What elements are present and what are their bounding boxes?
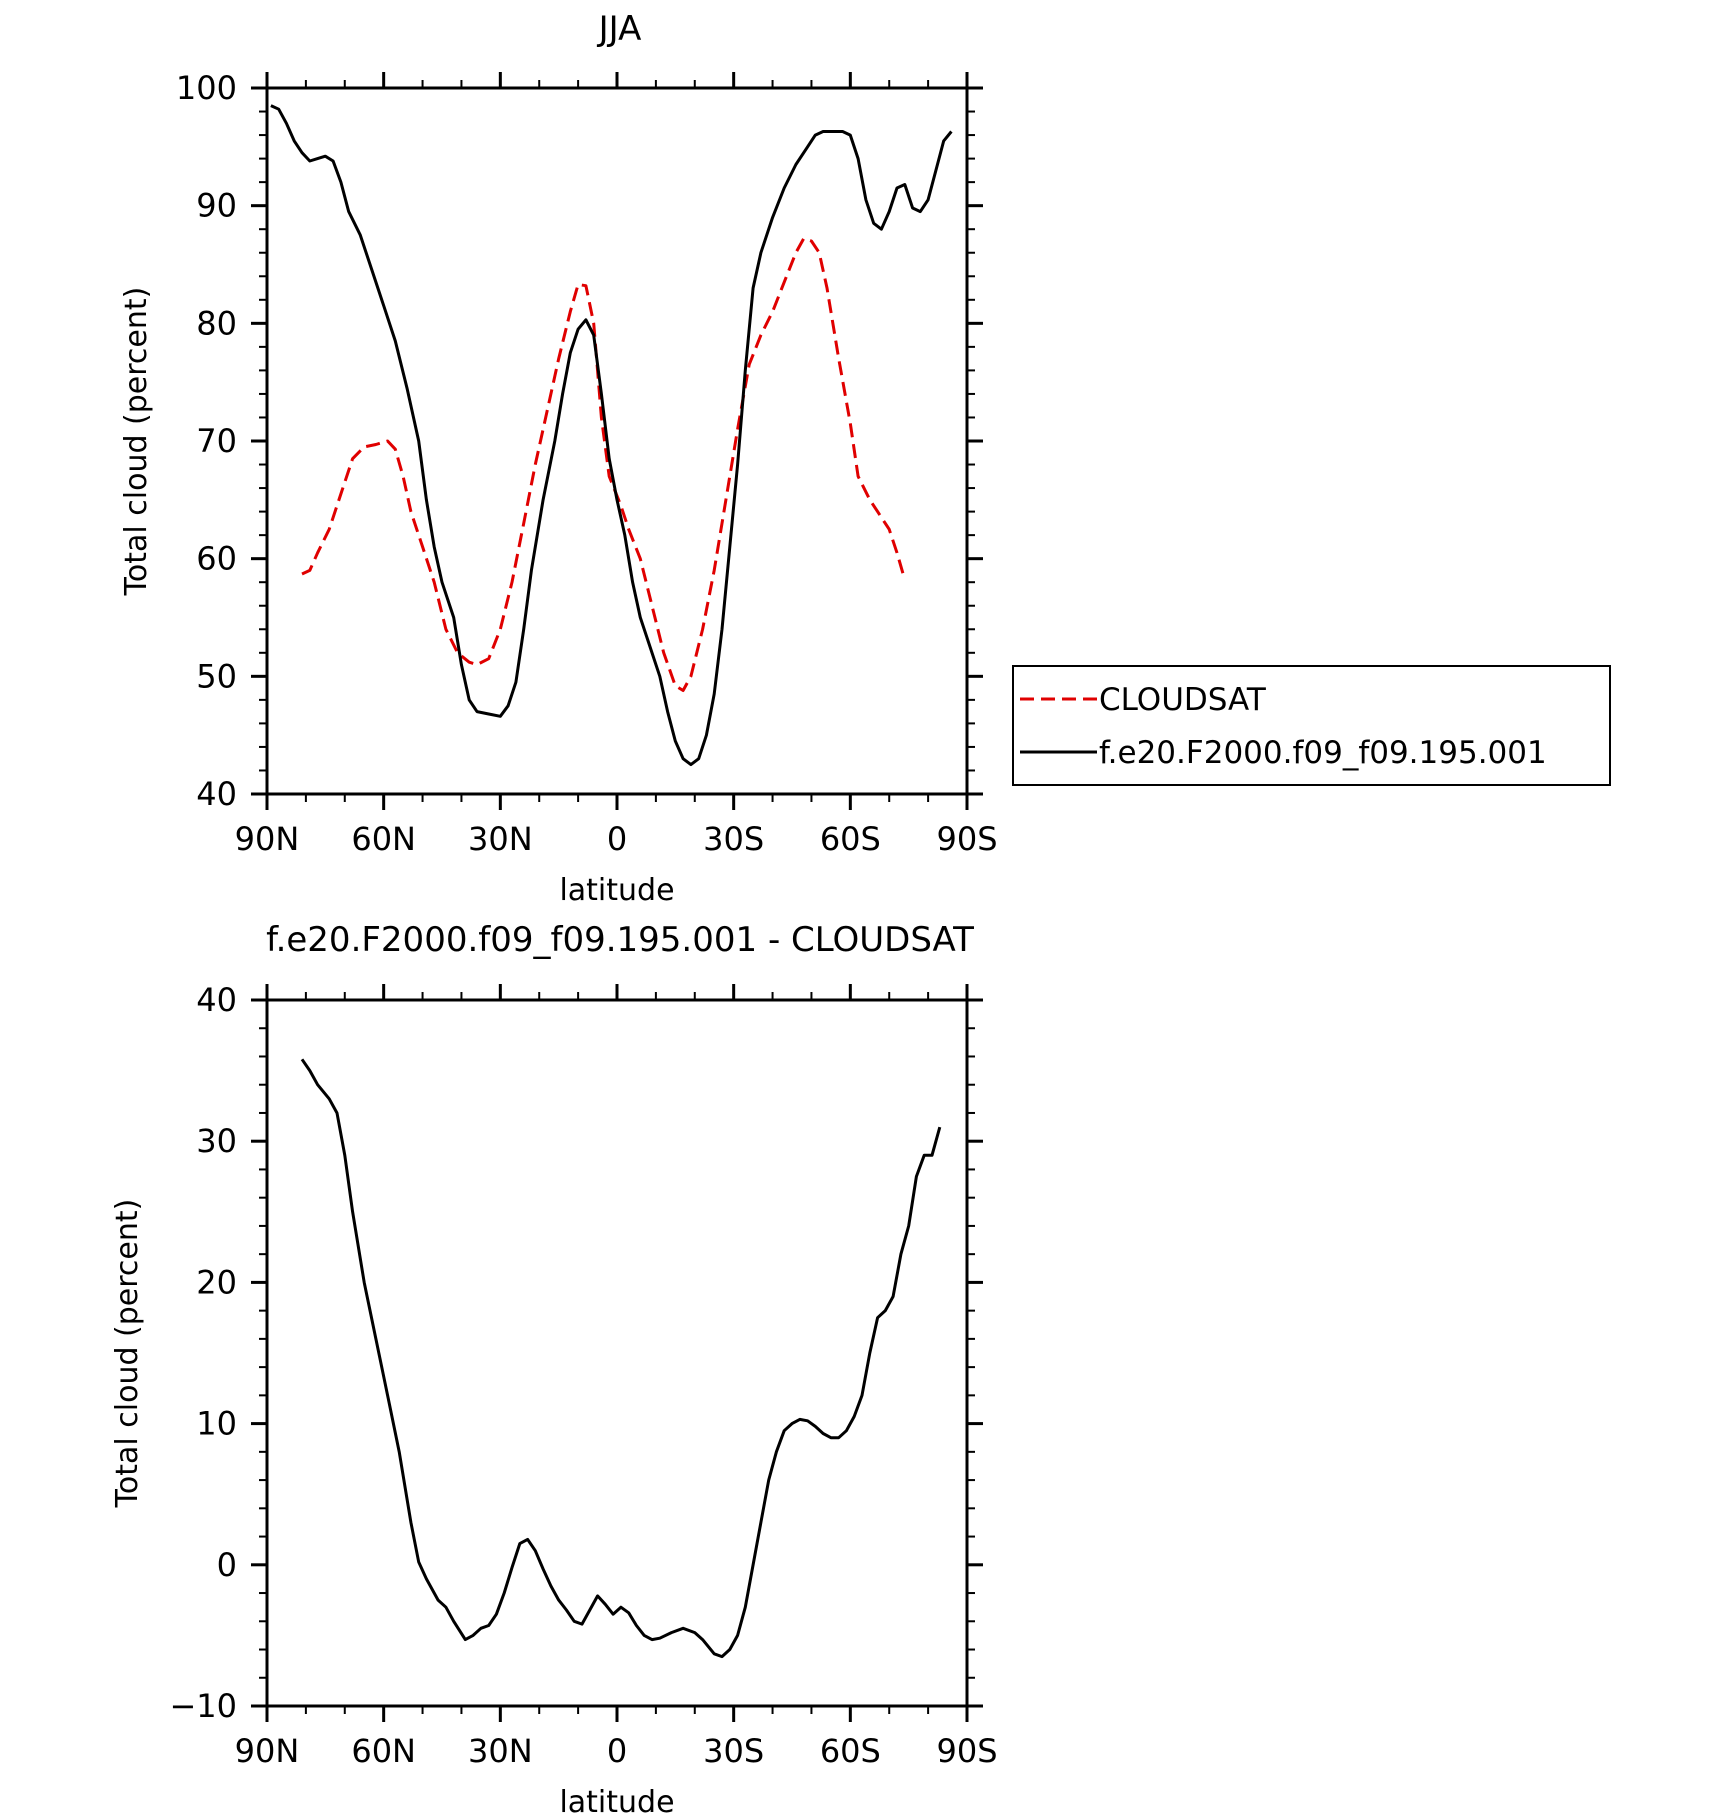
y-minor-ticks xyxy=(259,87,975,795)
x-tick-label: 60S xyxy=(820,1732,881,1770)
x-tick-label: 90N xyxy=(235,1732,300,1770)
y-tick-label: 50 xyxy=(196,657,237,695)
y-axis-title: Total cloud (percent) xyxy=(119,287,154,597)
legend-box xyxy=(1012,665,1611,786)
x-tick-label: 60N xyxy=(351,1732,416,1770)
x-tick-label: 90N xyxy=(235,820,300,858)
y-tick-label: 0 xyxy=(217,1546,237,1584)
x-axis-title: latitude xyxy=(559,1785,674,1816)
series-layer xyxy=(270,104,953,767)
x-tick-label: 30N xyxy=(468,1732,533,1770)
x-tick-label: 90S xyxy=(936,820,997,858)
panel-bottom: f.e20.F2000.f09_f09.195.001 - CLOUDSAT −… xyxy=(110,920,998,1816)
y-tick-label: 80 xyxy=(196,304,237,342)
series-line-1 xyxy=(270,104,953,767)
x-tick-label: 90S xyxy=(936,1732,997,1770)
y-axis-ticks: −10 0 10 20 30 40 xyxy=(169,981,983,1725)
legend-label-cloudsat: CLOUDSAT xyxy=(1099,682,1267,718)
x-minor-ticks xyxy=(266,80,968,802)
series-layer xyxy=(300,1058,942,1659)
x-tick-label: 30S xyxy=(703,1732,764,1770)
y-tick-label: 60 xyxy=(196,540,237,578)
x-axis-ticks: 90N 60N 30N 0 30S 60S 90S xyxy=(235,72,998,858)
y-tick-label: 100 xyxy=(176,69,237,107)
y-minor-ticks xyxy=(259,999,975,1707)
x-tick-label: 0 xyxy=(607,820,627,858)
y-tick-label: 10 xyxy=(196,1405,237,1443)
y-tick-label: −10 xyxy=(169,1687,237,1725)
x-tick-label: 60N xyxy=(351,820,416,858)
y-tick-label: 40 xyxy=(196,981,237,1019)
x-tick-label: 30N xyxy=(468,820,533,858)
x-tick-label: 30S xyxy=(703,820,764,858)
chart-title: f.e20.F2000.f09_f09.195.001 - CLOUDSAT xyxy=(266,920,974,960)
y-axis-title: Total cloud (percent) xyxy=(110,1199,145,1509)
y-tick-label: 40 xyxy=(196,775,237,813)
y-tick-label: 70 xyxy=(196,422,237,460)
legend-label-model: f.e20.F2000.f09_f09.195.001 xyxy=(1099,735,1547,771)
plot-frame xyxy=(265,998,969,1708)
x-tick-label: 0 xyxy=(607,1732,627,1770)
x-minor-ticks xyxy=(266,992,968,1714)
series-line-0 xyxy=(301,237,907,692)
x-axis-ticks: 90N 60N 30N 0 30S 60S 90S xyxy=(235,984,998,1770)
y-tick-label: 20 xyxy=(196,1263,237,1301)
series-line-0 xyxy=(300,1058,942,1659)
x-axis-title: latitude xyxy=(559,873,674,908)
x-tick-label: 60S xyxy=(820,820,881,858)
y-axis-ticks: 40 50 60 70 80 90 100 xyxy=(176,69,983,813)
legend: CLOUDSAT f.e20.F2000.f09_f09.195.001 xyxy=(1012,665,1611,786)
plot-frame xyxy=(265,86,969,796)
y-tick-label: 30 xyxy=(196,1122,237,1160)
y-tick-label: 90 xyxy=(196,187,237,225)
chart-title: JJA xyxy=(597,9,642,49)
